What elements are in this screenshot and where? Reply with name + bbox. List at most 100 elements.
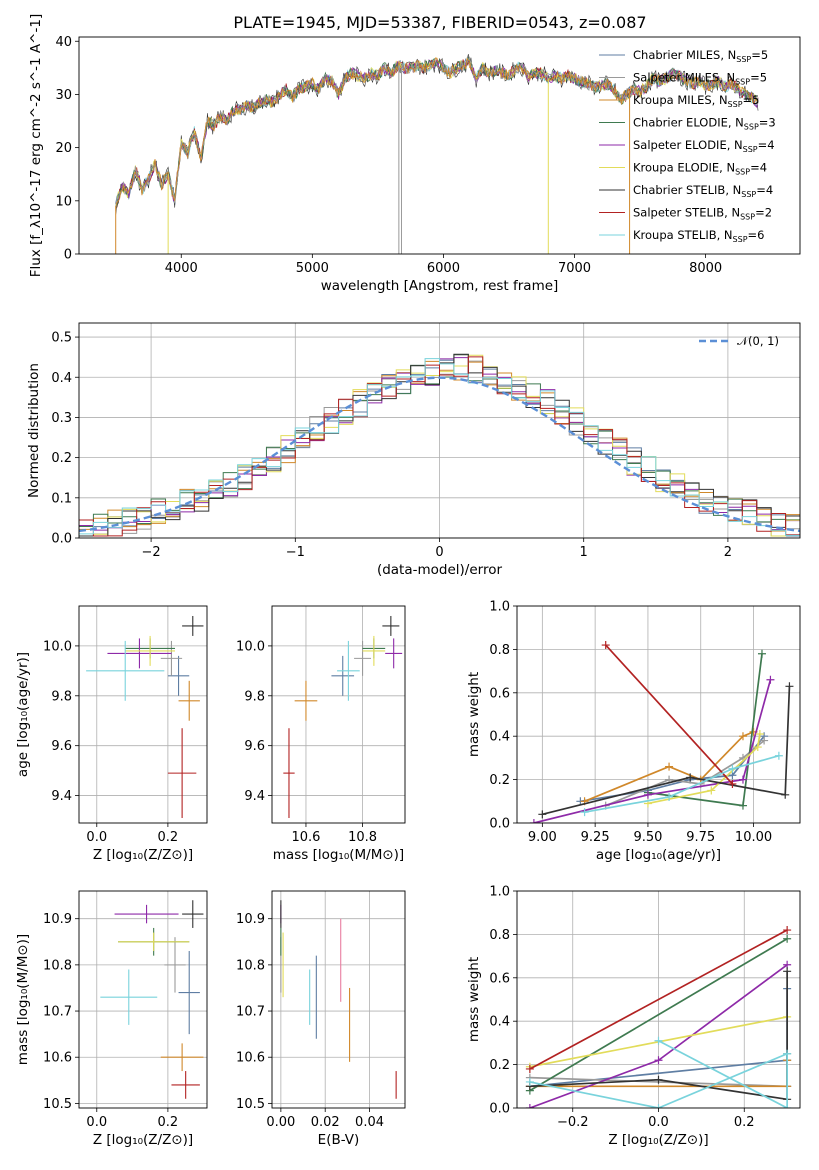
histogram-step <box>79 358 800 538</box>
x-tick-label: 0.0 <box>86 830 107 845</box>
plot-area <box>79 323 800 538</box>
panel-massweight-vs-Z: −0.2 0.0 0.2 0.0 0.2 0.4 0.6 0.8 1.0 Z [log₁₀(Z/Z… <box>466 885 801 1148</box>
x-tick-label: −0.2 <box>557 1115 589 1130</box>
plus-marker <box>525 1104 534 1108</box>
y-tick-label: 9.8 <box>244 689 265 704</box>
x-tick-label: 0.02 <box>311 1115 340 1130</box>
y-tick-label: 0.6 <box>489 686 510 701</box>
plot-area <box>79 891 207 1108</box>
y-tick-label: 0.6 <box>489 971 510 986</box>
y-tick-label: 10.8 <box>43 958 72 973</box>
y-tick-label: 0.8 <box>489 928 510 943</box>
axes-frame <box>78 890 208 1109</box>
y-tick-label: 10.0 <box>236 639 265 654</box>
panel-age-vs-Z: 0.0 0.2 9.4 9.6 9.8 10.0 Z [log₁₀(Z/Z⊙)] age [l… <box>15 605 208 863</box>
y-axis-label: mass weight <box>466 957 482 1042</box>
plus-marker <box>665 762 674 771</box>
x-axis-label: Z [log₁₀(Z/Z⊙)] <box>93 847 193 863</box>
x-tick-label: 9.75 <box>686 830 715 845</box>
weight-line <box>605 644 734 785</box>
y-axis-label: Normed distribution <box>26 363 42 498</box>
legend-entry: Chabrier ELODIE, NSSP=3 <box>633 116 776 132</box>
weight-line <box>533 679 772 823</box>
y-tick-label: 9.6 <box>51 739 72 754</box>
x-tick-label: 0.00 <box>266 1115 295 1130</box>
y-tick-label: 10.9 <box>43 912 72 927</box>
panel-age-vs-mass: 10.6 10.8 9.4 9.6 9.8 10.0 mass [log₁₀(M/M⊙)] <box>236 605 406 863</box>
y-axis-label: age [log₁₀(age/yr)] <box>15 652 31 777</box>
panel-mass-vs-EBV: 0.00 0.02 0.04 10.5 10.6 10.7 10.8 10.9 E(B-V) <box>236 890 406 1148</box>
plus-marker <box>785 682 794 691</box>
weight-line <box>529 971 788 1101</box>
y-tick-label: 0.0 <box>489 1102 510 1117</box>
plus-marker <box>665 792 674 801</box>
y-tick-label: 10.6 <box>43 1051 72 1066</box>
y-tick-label: 10.8 <box>236 958 265 973</box>
y-tick-label: 10.9 <box>236 912 265 927</box>
weight-line <box>584 754 780 813</box>
plus-marker <box>738 732 747 741</box>
x-tick-label: 0.0 <box>86 1115 107 1130</box>
legend-entry: Kroupa MILES, NSSP=5 <box>633 93 759 109</box>
axes-frame <box>271 890 406 1109</box>
x-tick-label: 10.00 <box>735 830 772 845</box>
plus-marker <box>707 786 716 795</box>
plus-marker <box>738 775 747 784</box>
legend-entry: Salpeter MILES, NSSP=5 <box>633 71 767 87</box>
x-tick-label: 8000 <box>689 261 722 276</box>
y-tick-label: 0.2 <box>489 1058 510 1073</box>
y-tick-label: 10.6 <box>236 1051 265 1066</box>
y-tick-label: 10.7 <box>236 1005 265 1020</box>
x-tick-label: 0 <box>435 545 443 560</box>
x-tick-label: 0.0 <box>648 1115 669 1130</box>
plus-marker <box>757 649 766 658</box>
y-tick-label: 9.6 <box>244 739 265 754</box>
figure-title: PLATE=1945, MJD=53387, FIBERID=0543, z=0… <box>233 13 646 32</box>
y-tick-label: 20 <box>55 141 72 156</box>
x-tick-label: 4000 <box>165 261 198 276</box>
legend-entry: Kroupa STELIB, NSSP=6 <box>633 228 764 244</box>
legend-entry: Salpeter STELIB, NSSP=2 <box>633 206 772 222</box>
y-axis-label: mass weight <box>466 672 482 757</box>
y-tick-label: 0.0 <box>489 817 510 832</box>
x-tick-label: 1 <box>580 545 588 560</box>
y-tick-label: 10.7 <box>43 1005 72 1020</box>
axes-frame <box>78 605 208 824</box>
plus-marker <box>538 810 547 819</box>
x-tick-label: 10.8 <box>348 830 377 845</box>
y-tick-label: 9.8 <box>51 689 72 704</box>
plot-area <box>272 891 405 1108</box>
y-tick-label: 0.3 <box>51 411 72 426</box>
plus-marker <box>728 764 737 773</box>
y-tick-label: 0.4 <box>489 1015 510 1030</box>
x-tick-label: 0.2 <box>734 1115 755 1130</box>
plus-marker <box>525 1064 534 1073</box>
x-axis-label: Z [log₁₀(Z/Z⊙)] <box>93 1132 193 1148</box>
x-axis-label: wavelength [Angstrom, rest frame] <box>321 278 559 294</box>
y-tick-label: 0.8 <box>489 643 510 658</box>
panel-residuals: −2 −1 0 1 2 0.0 0.1 0.2 0.3 0.4 0.5 (data-model)/er… <box>26 322 801 578</box>
y-tick-label: 0.4 <box>489 730 510 745</box>
plus-marker <box>774 751 783 760</box>
y-tick-label: 0.4 <box>51 371 72 386</box>
x-tick-label: 2 <box>724 545 732 560</box>
x-tick-label: 6000 <box>427 261 460 276</box>
y-tick-label: 40 <box>55 35 72 50</box>
legend-entry: Salpeter ELODIE, NSSP=4 <box>633 138 775 154</box>
x-tick-label: 0.04 <box>355 1115 384 1130</box>
plot-area <box>517 891 800 1108</box>
gaussian-curve <box>79 376 800 533</box>
legend-entry: Chabrier MILES, NSSP=5 <box>633 48 768 64</box>
x-tick-label: 0.2 <box>158 830 179 845</box>
plus-marker <box>783 926 792 935</box>
weight-line <box>542 686 791 816</box>
x-tick-label: 9.25 <box>581 830 610 845</box>
x-tick-label: 5000 <box>296 261 329 276</box>
x-tick-label: 10.6 <box>291 830 320 845</box>
y-axis-label: mass [log₁₀(M/M⊙)] <box>15 934 31 1065</box>
y-tick-label: 10.0 <box>43 639 72 654</box>
y-tick-label: 0.2 <box>489 773 510 788</box>
plus-marker <box>654 1056 663 1065</box>
legend-entry: 𝒩(0, 1) <box>737 334 779 348</box>
x-axis-label: (data-model)/error <box>377 562 503 578</box>
